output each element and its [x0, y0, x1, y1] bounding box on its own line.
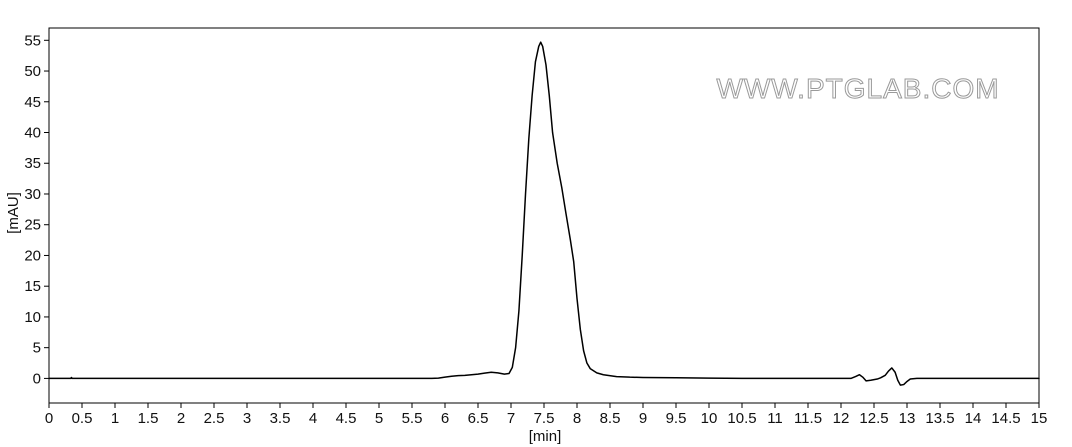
x-tick-label: 13.5 [925, 410, 954, 427]
y-tick-labels: 0 5 10 15 20 25 30 35 40 45 50 55 [24, 32, 41, 387]
y-tick-label: 45 [24, 94, 41, 111]
x-tick-label: 0.5 [72, 410, 93, 427]
x-tick-label: 3.5 [270, 410, 291, 427]
x-tick-label: 8.5 [600, 410, 621, 427]
x-tick-label: 5.5 [402, 410, 423, 427]
watermark-text: WWW.PTGLAB.COM [716, 73, 999, 104]
y-tick-label: 15 [24, 278, 41, 295]
y-tick-label: 40 [24, 125, 41, 142]
x-tick-label: 10.5 [727, 410, 756, 427]
x-tick-label: 14 [965, 410, 982, 427]
x-tick-label: 1 [111, 410, 119, 427]
x-tick-labels: 0 0.5 1 1.5 2 2.5 3 3.5 4 4.5 5 5.5 6 6.5 7 7.5 8 8.5 9 9.5… [45, 410, 1048, 427]
x-tick-label: 6 [441, 410, 449, 427]
x-tick-label: 9 [639, 410, 647, 427]
y-tick-label: 55 [24, 32, 41, 49]
x-tick-label: 10 [701, 410, 718, 427]
x-tick-label: 8 [573, 410, 581, 427]
x-tick-label: 12 [833, 410, 850, 427]
x-tick-label: 13 [899, 410, 916, 427]
x-tick-label: 12.5 [859, 410, 888, 427]
y-tick-label: 20 [24, 247, 41, 264]
x-tick-label: 2.5 [204, 410, 225, 427]
x-tick-label: 11 [767, 410, 783, 427]
x-tick-label: 0 [45, 410, 53, 427]
x-tick-label: 11.5 [794, 410, 822, 427]
x-tick-label: 4 [309, 410, 317, 427]
y-axis-label: [mAU] [5, 192, 22, 234]
y-tick-label: 30 [24, 186, 41, 203]
x-tick-label: 4.5 [336, 410, 357, 427]
y-tick-label: 50 [24, 63, 41, 80]
x-tick-label: 7 [507, 410, 515, 427]
x-tick-label: 15 [1031, 410, 1048, 427]
chromatogram-line [48, 41, 1040, 386]
x-tick-label: 7.5 [534, 410, 555, 427]
tick-marks [44, 39, 1040, 408]
y-tick-label: 10 [24, 309, 41, 326]
y-tick-label: 5 [33, 340, 41, 357]
y-tick-label: 0 [33, 370, 41, 387]
x-tick-label: 9.5 [666, 410, 687, 427]
x-tick-label: 3 [243, 410, 251, 427]
y-tick-label: 35 [24, 155, 41, 172]
x-tick-label: 2 [177, 410, 185, 427]
series-layer [48, 41, 1040, 386]
x-tick-label: 5 [375, 410, 383, 427]
x-tick-label: 14.5 [991, 410, 1020, 427]
x-tick-label: 6.5 [468, 410, 489, 427]
x-axis-label: [min] [529, 428, 562, 445]
x-tick-label: 1.5 [138, 410, 159, 427]
y-tick-label: 25 [24, 217, 41, 234]
